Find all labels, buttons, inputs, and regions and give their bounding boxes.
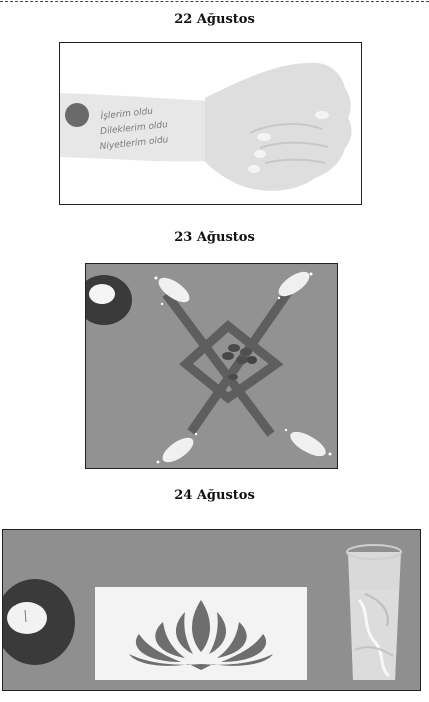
water-glass	[346, 544, 402, 680]
date-caption-24: 24 Ağustos	[174, 488, 255, 503]
candle-2	[7, 602, 47, 634]
forearm-shape	[60, 93, 210, 162]
lotus-photo	[2, 529, 421, 691]
fist-shape	[205, 62, 352, 191]
date-caption-23: 23 Ağustos	[174, 230, 255, 245]
wrist-photo: İşlerim oldu Dileklerim oldu Niyetlerim …	[59, 42, 362, 205]
lotus-drawing	[129, 600, 273, 670]
candle	[89, 284, 115, 304]
date-caption-22: 22 Ağustos	[174, 12, 255, 27]
wrist-dot	[65, 103, 89, 127]
rice-piles	[158, 271, 326, 463]
rice-symbol-photo	[85, 263, 338, 469]
top-border-line	[0, 1, 429, 2]
